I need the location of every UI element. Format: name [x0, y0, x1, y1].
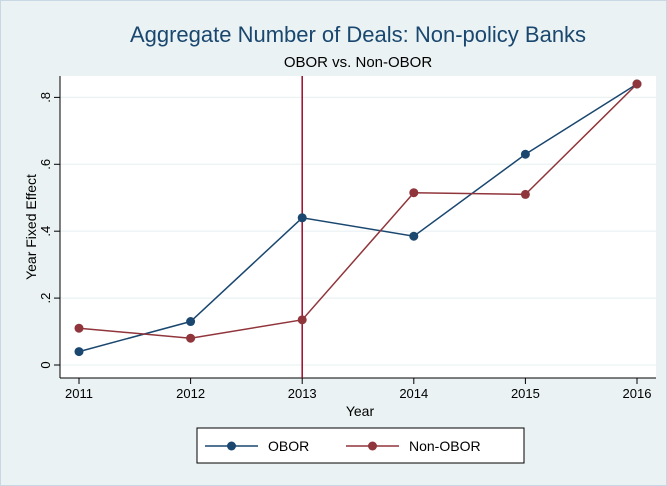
legend-label-1: Non-OBOR	[409, 438, 481, 454]
x-tick-label-3: 2014	[399, 386, 428, 401]
point-s1-2	[297, 315, 307, 325]
series-group	[74, 79, 642, 357]
y-tick-label-2: .4	[38, 226, 53, 237]
point-s1-4	[520, 189, 530, 199]
point-s0-2	[297, 213, 307, 223]
x-axis-label: Year	[346, 403, 375, 419]
chart-title: Aggregate Number of Deals: Non-policy Ba…	[130, 22, 586, 47]
point-s0-3	[409, 231, 419, 241]
point-s1-0	[74, 323, 84, 333]
y-axis-label: Year Fixed Effect	[23, 174, 39, 280]
chart-subtitle: OBOR vs. Non-OBOR	[284, 54, 433, 71]
point-s1-5	[632, 79, 642, 89]
point-s1-1	[186, 333, 196, 343]
legend-marker-1	[368, 441, 377, 451]
y-tick-label-4: .8	[38, 92, 53, 103]
y-tick-label-0: 0	[38, 361, 53, 368]
point-s0-4	[520, 149, 530, 159]
x-tick-label-2: 2013	[288, 386, 317, 401]
y-tick-label-3: .6	[38, 159, 53, 170]
series-line-0	[78, 83, 638, 353]
y-ticks: 0 .2 .4 .6 .8	[38, 92, 60, 369]
point-s0-0	[74, 347, 84, 357]
x-ticks: 2011 2012 2013 2014 2015 2016	[65, 378, 651, 401]
x-tick-label-0: 2011	[65, 386, 93, 401]
point-s0-1	[186, 317, 196, 327]
series-line-1	[78, 83, 638, 339]
y-tick-label-1: .2	[38, 293, 53, 304]
x-tick-label-1: 2012	[176, 386, 205, 401]
legend-marker-0	[227, 441, 236, 451]
legend: OBOR Non-OBOR	[205, 438, 481, 454]
point-s1-3	[409, 188, 419, 198]
x-tick-label-5: 2016	[623, 386, 652, 401]
legend-label-0: OBOR	[268, 438, 309, 454]
x-tick-label-4: 2015	[511, 386, 540, 401]
